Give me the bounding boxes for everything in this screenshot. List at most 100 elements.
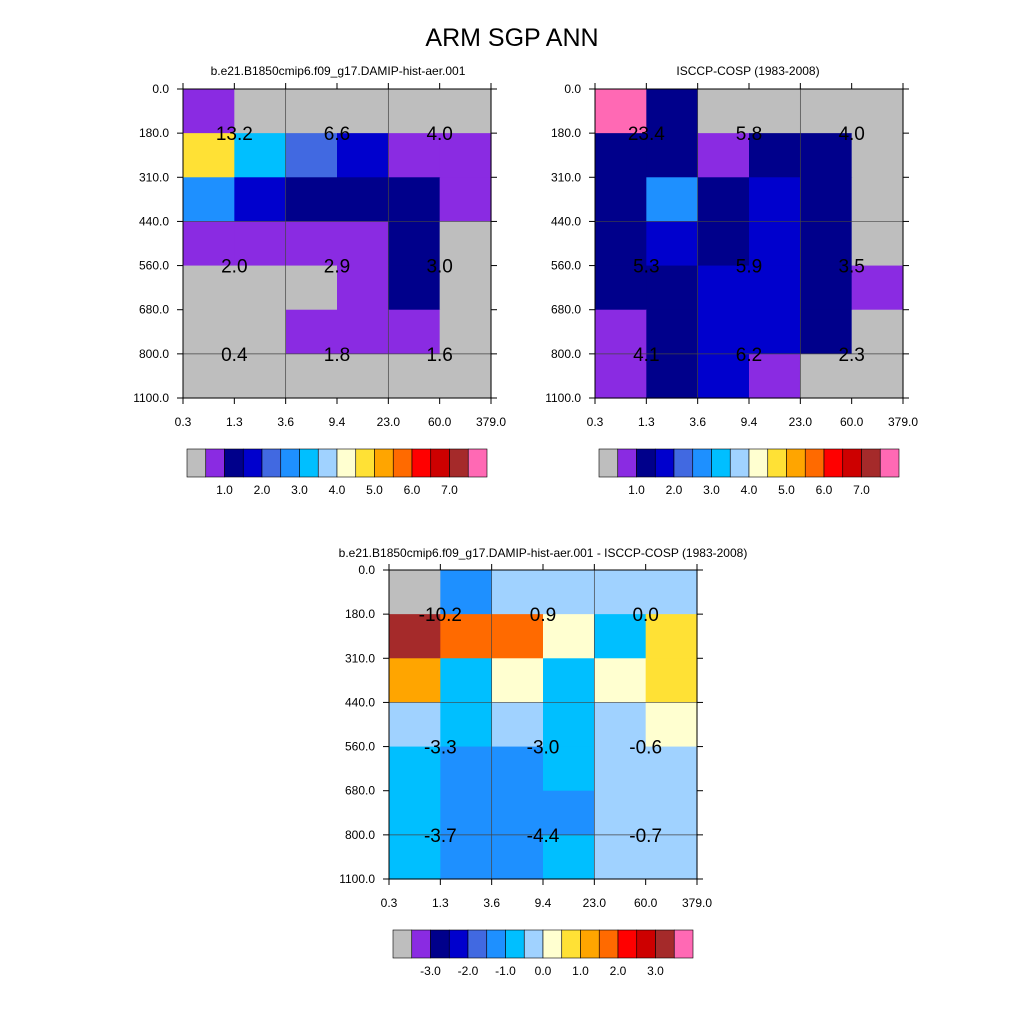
obs-cell	[800, 265, 853, 311]
diff-x-tick-label: 379.0	[682, 896, 712, 910]
diff-cell	[543, 614, 595, 659]
diff-y-tick-label: 1100.0	[339, 872, 375, 886]
model-colorbar-label: 6.0	[404, 483, 421, 497]
diff-cell	[491, 746, 544, 792]
panel-obs-title: ISCCP-COSP (1983-2008)	[676, 64, 819, 78]
model-cell	[285, 133, 338, 178]
obs-cell	[697, 353, 750, 399]
model-colorbar-label: 3.0	[291, 483, 308, 497]
obs-cell	[749, 353, 801, 399]
model-y-tick-label: 1100.0	[133, 391, 169, 405]
model-cell	[439, 221, 492, 267]
obs-colorbar-label: 6.0	[816, 483, 833, 497]
diff-cell	[389, 834, 441, 880]
diff-colorbar-swatch	[598, 929, 619, 959]
diff-cell	[594, 658, 647, 704]
diff-cell-value: -4.4	[527, 826, 560, 847]
model-cell	[337, 89, 389, 134]
model-cell	[285, 221, 338, 267]
obs-colorbar-label: 1.0	[628, 483, 645, 497]
obs-y-tick-label: 1100.0	[545, 391, 581, 405]
obs-colorbar-swatch	[804, 448, 825, 478]
panel-model-title: b.e21.B1850cmip6.f09_g17.DAMIP-hist-aer.…	[211, 64, 466, 78]
obs-cell-value: 23.4	[628, 124, 665, 145]
model-cell	[234, 177, 287, 223]
obs-colorbar-swatch	[823, 448, 844, 478]
diff-colorbar-swatch	[636, 929, 656, 959]
diff-x-tick-label: 60.0	[634, 896, 658, 910]
model-x-tick-label: 1.3	[226, 415, 243, 429]
obs-cell-value: 4.0	[838, 124, 864, 145]
obs-cell	[851, 309, 904, 355]
model-colorbar-label: 2.0	[254, 483, 271, 497]
obs-y-tick-label: 440.0	[551, 214, 581, 228]
obs-cell	[851, 133, 904, 178]
obs-x-tick-label: 60.0	[840, 415, 864, 429]
model-colorbar-swatch	[430, 448, 450, 478]
obs-cell	[851, 265, 904, 311]
obs-cell	[749, 177, 801, 223]
obs-cell	[595, 309, 647, 355]
obs-cell-value: 3.5	[838, 257, 864, 278]
model-cell-value: 3.0	[426, 257, 452, 278]
model-cell-value: 1.6	[426, 345, 452, 366]
diff-colorbar-label: -3.0	[420, 964, 441, 978]
model-colorbar-swatch	[205, 448, 225, 478]
obs-y-tick-label: 560.0	[551, 259, 581, 273]
diff-y-tick-label: 800.0	[345, 828, 375, 842]
obs-cell	[646, 133, 699, 178]
obs-x-tick-label: 23.0	[789, 415, 813, 429]
diff-cell	[491, 614, 544, 659]
model-cell	[388, 353, 441, 399]
model-cell-value: 4.0	[426, 124, 452, 145]
diff-cell	[645, 746, 698, 792]
obs-colorbar-swatch	[861, 448, 881, 478]
diff-cell-value: -3.0	[527, 738, 560, 759]
diff-colorbar: -3.0 -2.0 -1.0 0.0 1.0 2.0 3.0	[392, 929, 694, 978]
diff-cell	[389, 702, 441, 748]
diff-cell	[389, 746, 441, 792]
obs-y-tick-label: 680.0	[551, 303, 581, 317]
model-cell-value: 0.4	[221, 345, 248, 366]
diff-x-tick-label: 1.3	[432, 896, 449, 910]
model-colorbar-swatch	[186, 448, 207, 478]
diff-cell-value: -0.7	[629, 826, 662, 847]
figure-title: ARM SGP ANN	[425, 24, 598, 52]
model-y-tick-label: 0.0	[152, 82, 169, 96]
obs-cell	[646, 221, 699, 267]
obs-colorbar-label: 4.0	[741, 483, 758, 497]
obs-colorbar-swatch	[786, 448, 806, 478]
diff-colorbar-label: 2.0	[610, 964, 627, 978]
diff-cell	[543, 702, 595, 748]
obs-cell-value: 6.2	[736, 345, 762, 366]
diff-colorbar-swatch	[505, 929, 525, 959]
obs-cell	[595, 177, 647, 223]
obs-cell	[646, 177, 699, 223]
diff-cell	[543, 746, 595, 792]
diff-cell	[543, 570, 595, 615]
model-x-tick-label: 23.0	[377, 415, 401, 429]
model-colorbar-label: 5.0	[366, 483, 383, 497]
model-colorbar-swatch	[261, 448, 282, 478]
obs-cell	[800, 309, 853, 355]
diff-colorbar-swatch	[523, 929, 544, 959]
obs-cell	[749, 309, 801, 355]
diff-colorbar-label: 3.0	[647, 964, 664, 978]
obs-colorbar-swatch	[617, 448, 637, 478]
diff-cell	[543, 658, 595, 704]
diff-cell	[440, 790, 493, 836]
obs-x-tick-label: 3.6	[689, 415, 706, 429]
diff-colorbar-swatch	[542, 929, 563, 959]
model-cell	[183, 221, 235, 267]
model-cell	[337, 265, 389, 311]
model-colorbar-swatch	[467, 448, 488, 478]
obs-cell	[749, 133, 801, 178]
model-colorbar-swatch	[392, 448, 413, 478]
diff-cell	[389, 790, 441, 836]
obs-cell	[800, 353, 853, 399]
diff-colorbar-swatch	[580, 929, 600, 959]
diff-colorbar-swatch	[561, 929, 581, 959]
obs-cell	[646, 309, 699, 355]
diff-colorbar-swatch	[655, 929, 675, 959]
